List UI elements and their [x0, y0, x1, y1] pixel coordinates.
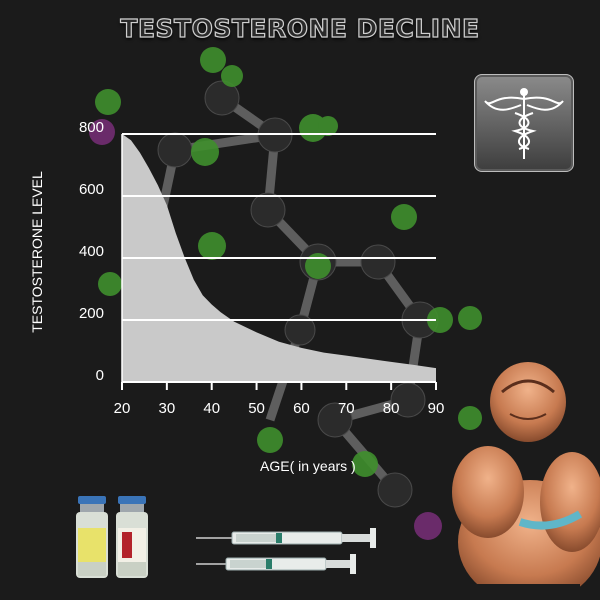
y-tick-label: 400 — [79, 243, 104, 260]
x-tick-label: 30 — [159, 400, 176, 417]
y-tick-labels: 0 200 400 600 800 — [79, 119, 104, 384]
grid-lines — [122, 133, 436, 321]
y-tick-label: 800 — [79, 119, 104, 136]
caduceus-icon — [474, 74, 574, 172]
x-tick-labels: 20 30 40 50 60 70 80 90 — [114, 382, 445, 417]
y-tick-label: 200 — [79, 305, 104, 322]
x-tick-label: 70 — [338, 400, 355, 417]
y-tick-label: 600 — [79, 181, 104, 198]
syringe-icon — [196, 528, 376, 574]
x-tick-label: 90 — [428, 400, 445, 417]
chart-axes — [121, 134, 436, 383]
x-axis-label: AGE( in years ) — [260, 458, 356, 474]
y-axis-label: TESTOSTERONE LEVEL — [29, 171, 45, 333]
bodybuilder-figure — [452, 362, 600, 600]
x-tick-label: 40 — [203, 400, 220, 417]
x-tick-label: 80 — [383, 400, 400, 417]
x-tick-label: 50 — [248, 400, 265, 417]
x-tick-label: 20 — [114, 400, 131, 417]
y-tick-label: 0 — [96, 367, 104, 384]
vial-icon — [76, 496, 148, 578]
page-title: TESTOSTERONE DECLINE — [120, 13, 480, 43]
x-tick-label: 60 — [293, 400, 310, 417]
